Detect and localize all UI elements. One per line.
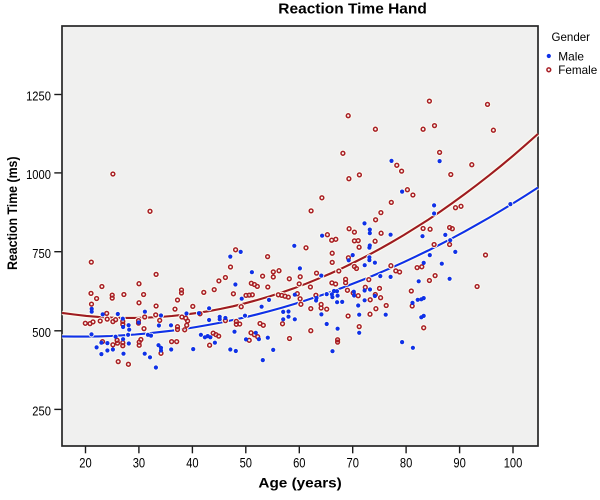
svg-text:250: 250 [32, 404, 51, 419]
svg-text:70: 70 [347, 454, 360, 470]
svg-text:60: 60 [293, 454, 306, 470]
svg-text:50: 50 [240, 454, 253, 470]
svg-text:90: 90 [453, 454, 466, 470]
svg-text:80: 80 [400, 454, 413, 470]
svg-text:Female: Female [558, 63, 597, 77]
svg-text:20: 20 [79, 454, 92, 470]
svg-text:Gender: Gender [552, 30, 591, 44]
svg-text:500: 500 [32, 325, 51, 340]
svg-text:1000: 1000 [26, 167, 51, 182]
svg-text:Reaction Time (ms): Reaction Time (ms) [4, 157, 20, 271]
svg-text:30: 30 [133, 454, 146, 470]
svg-text:40: 40 [186, 454, 199, 470]
svg-text:Age (years): Age (years) [258, 474, 341, 490]
svg-text:750: 750 [32, 246, 51, 261]
svg-text:1250: 1250 [26, 89, 51, 104]
svg-text:Male: Male [558, 49, 584, 63]
svg-text:100: 100 [504, 454, 523, 470]
svg-text:Reaction Time Hand: Reaction Time Hand [278, 2, 427, 18]
